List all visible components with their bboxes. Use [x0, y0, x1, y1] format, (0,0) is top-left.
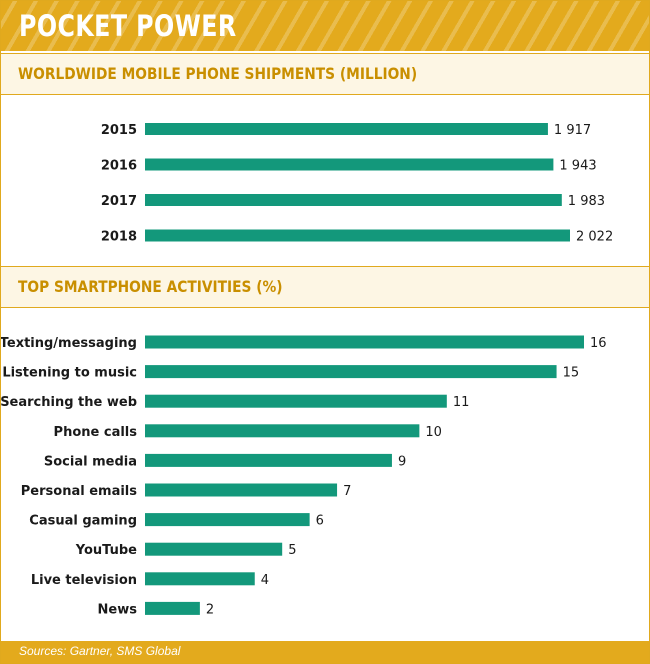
category-label: 2017	[101, 194, 137, 209]
activities-bar-chart: Texting/messaging 16 Listening to music 15 S…	[1, 335, 607, 617]
bar	[145, 335, 584, 349]
bar	[145, 194, 562, 206]
data-label: 15	[563, 366, 580, 381]
bar	[145, 453, 392, 467]
activities-section-header: TOP SMARTPHONE ACTIVITIES (%)	[1, 266, 649, 308]
shipments-chart-title: WORLDWIDE MOBILE PHONE SHIPMENTS (MILLIO…	[18, 64, 418, 83]
data-label: 9	[398, 454, 406, 469]
category-label: Social media	[44, 454, 137, 469]
source-footer: Sources: Gartner, SMS Global	[1, 641, 649, 663]
shipments-bar-chart: 2015 1 917 2016 1 943 2017 1 983 2018 2 022	[101, 123, 613, 245]
bar	[145, 483, 338, 497]
data-label: 4	[261, 573, 269, 588]
data-label: 1 917	[554, 123, 591, 138]
data-label: 2 022	[576, 230, 613, 245]
data-label: 1 943	[559, 159, 596, 174]
source-note: Sources: Gartner, SMS Global	[19, 644, 181, 658]
shipments-section-header: WORLDWIDE MOBILE PHONE SHIPMENTS (MILLIO…	[1, 53, 649, 95]
category-label: Texting/messaging	[1, 336, 137, 351]
activities-chart-title: TOP SMARTPHONE ACTIVITIES (%)	[18, 277, 283, 296]
data-label: 6	[316, 514, 324, 529]
category-label: 2016	[101, 159, 137, 174]
data-label: 5	[288, 543, 296, 558]
bar	[145, 601, 200, 615]
category-label: Phone calls	[54, 425, 138, 440]
category-label: Live television	[31, 573, 137, 588]
category-label: 2015	[101, 123, 137, 138]
bar	[145, 394, 447, 408]
data-label: 7	[343, 484, 351, 499]
data-label: 2	[206, 602, 214, 617]
page-title: POCKET POWER	[19, 9, 237, 43]
bar	[145, 572, 255, 586]
data-label: 11	[453, 395, 470, 410]
category-label: YouTube	[75, 543, 137, 558]
data-label: 16	[590, 336, 607, 351]
category-label: Personal emails	[21, 484, 137, 499]
category-label: Searching the web	[1, 395, 137, 410]
data-label: 10	[425, 425, 442, 440]
bar	[145, 513, 310, 527]
bar	[145, 229, 570, 242]
category-label: 2018	[101, 230, 137, 245]
bar	[145, 542, 283, 556]
title-banner: POCKET POWER	[1, 1, 649, 51]
category-label: News	[98, 602, 138, 617]
data-label: 1 983	[568, 194, 605, 209]
category-label: Casual gaming	[29, 514, 137, 529]
bar	[145, 365, 557, 379]
bar	[145, 158, 554, 171]
bar	[145, 123, 548, 135]
bar	[145, 424, 420, 438]
category-label: Listening to music	[2, 366, 137, 381]
